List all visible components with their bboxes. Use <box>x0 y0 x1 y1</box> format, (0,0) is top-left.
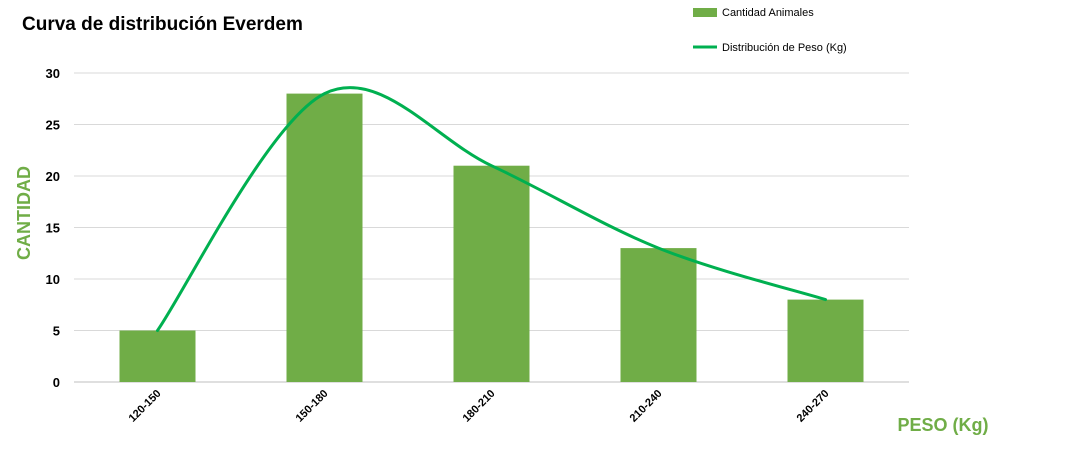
x-tick-label: 120-150 <box>127 388 164 425</box>
x-tick-label: 180-210 <box>461 388 498 425</box>
x-axis-ticks: 120-150 150-180 180-210 210-240 240-270 <box>127 388 832 425</box>
y-tick-label: 10 <box>46 272 60 287</box>
series-line-distribucion <box>156 86 827 332</box>
curve-layer <box>156 86 827 332</box>
bars <box>119 93 864 382</box>
bar-210-240 <box>620 248 697 382</box>
y-tick-label: 25 <box>46 118 60 133</box>
x-axis-label: PESO (Kg) <box>897 415 988 435</box>
y-tick-label: 0 <box>53 375 60 390</box>
legend: Cantidad Animales Distribución de Peso (… <box>693 7 847 54</box>
legend-label-bars: Cantidad Animales <box>722 7 814 19</box>
bar-180-210 <box>453 165 530 382</box>
bar-150-180 <box>286 93 363 382</box>
x-tick-label: 210-240 <box>628 388 665 425</box>
y-tick-label: 30 <box>46 66 60 81</box>
y-axis-ticks: 0 5 10 15 20 25 30 <box>46 66 60 390</box>
y-tick-label: 5 <box>53 324 60 339</box>
bar-240-270 <box>787 299 864 382</box>
y-tick-label: 20 <box>46 169 60 184</box>
x-tick-label: 150-180 <box>294 388 331 425</box>
y-axis-label: CANTIDAD <box>14 166 34 260</box>
x-tick-label: 240-270 <box>795 388 832 425</box>
legend-swatch-bars <box>693 8 717 17</box>
chart-title: Curva de distribución Everdem <box>22 14 303 35</box>
bar-120-150 <box>119 330 196 382</box>
legend-label-line: Distribución de Peso (Kg) <box>722 42 847 54</box>
y-tick-label: 15 <box>46 221 60 236</box>
